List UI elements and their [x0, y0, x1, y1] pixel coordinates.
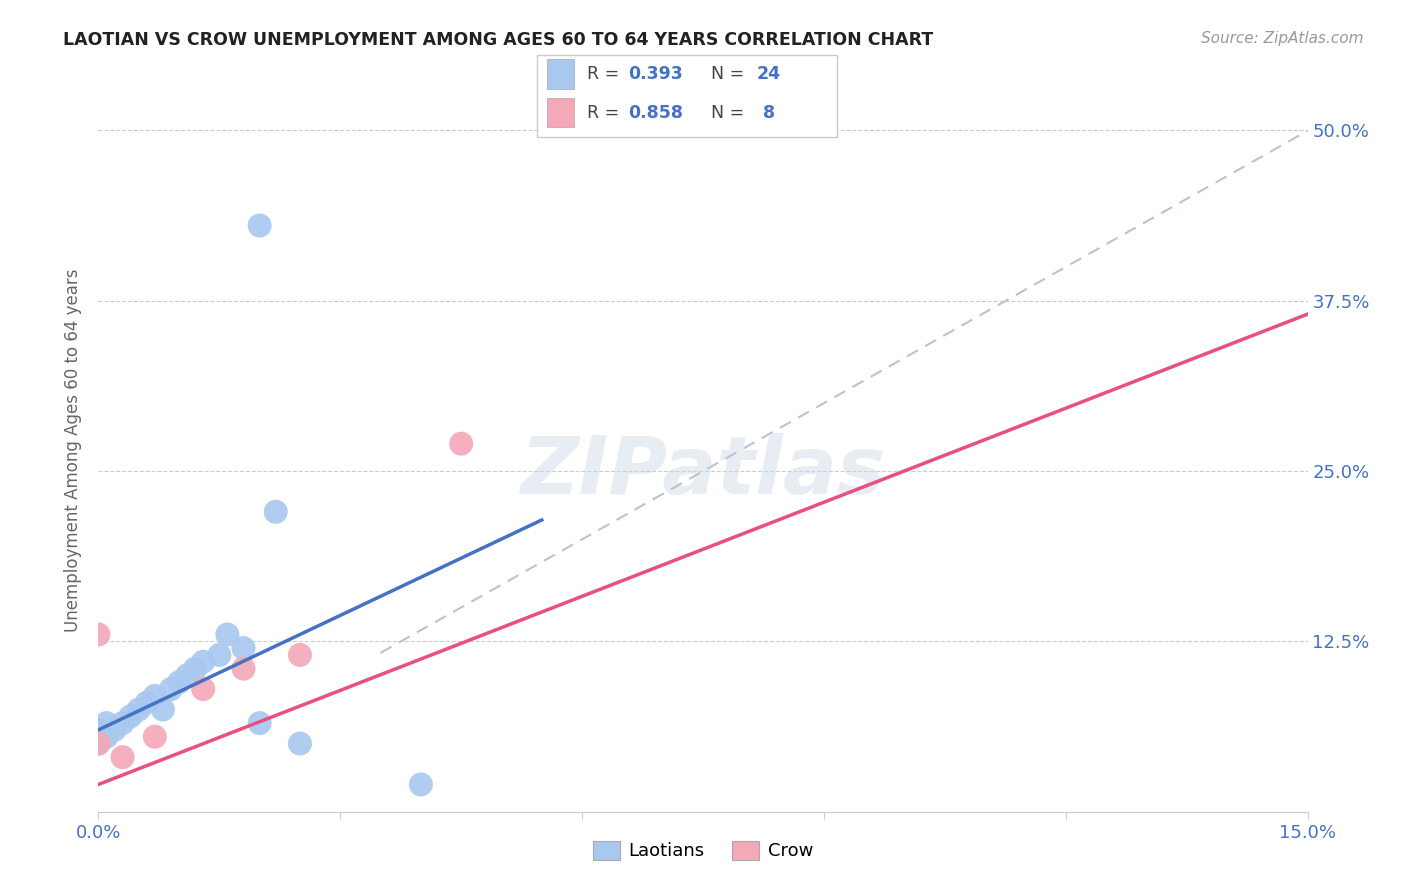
Point	[184, 662, 207, 676]
Point	[87, 723, 110, 737]
Point	[409, 777, 432, 791]
Text: 8: 8	[756, 103, 775, 122]
Point	[167, 675, 190, 690]
Point	[249, 219, 271, 233]
Text: 0.858: 0.858	[628, 103, 683, 122]
Text: N =: N =	[710, 103, 749, 122]
Text: 24: 24	[756, 65, 782, 83]
Point	[143, 689, 166, 703]
Point	[264, 505, 287, 519]
Point	[288, 648, 311, 662]
Point	[193, 655, 215, 669]
Point	[111, 716, 134, 731]
Point	[176, 668, 198, 682]
FancyBboxPatch shape	[537, 55, 838, 136]
Point	[217, 627, 239, 641]
Point	[87, 627, 110, 641]
FancyBboxPatch shape	[547, 97, 575, 128]
Point	[143, 730, 166, 744]
Text: R =: R =	[586, 65, 624, 83]
Point	[193, 681, 215, 696]
Point	[120, 709, 142, 723]
Text: 0.393: 0.393	[628, 65, 683, 83]
Text: R =: R =	[586, 103, 624, 122]
Point	[103, 723, 125, 737]
Point	[249, 716, 271, 731]
Point	[152, 702, 174, 716]
Point	[288, 737, 311, 751]
Point	[232, 662, 254, 676]
Text: ZIPatlas: ZIPatlas	[520, 434, 886, 511]
Point	[111, 750, 134, 764]
Point	[135, 696, 157, 710]
Text: LAOTIAN VS CROW UNEMPLOYMENT AMONG AGES 60 TO 64 YEARS CORRELATION CHART: LAOTIAN VS CROW UNEMPLOYMENT AMONG AGES …	[63, 31, 934, 49]
Point	[450, 436, 472, 450]
FancyBboxPatch shape	[547, 60, 575, 89]
Point	[160, 681, 183, 696]
Point	[96, 730, 118, 744]
Point	[87, 737, 110, 751]
Point	[208, 648, 231, 662]
Legend: Laotians, Crow: Laotians, Crow	[585, 834, 821, 868]
Text: N =: N =	[710, 65, 749, 83]
Point	[87, 737, 110, 751]
Point	[232, 641, 254, 656]
Point	[96, 716, 118, 731]
Text: Source: ZipAtlas.com: Source: ZipAtlas.com	[1201, 31, 1364, 46]
Point	[128, 702, 150, 716]
Y-axis label: Unemployment Among Ages 60 to 64 years: Unemployment Among Ages 60 to 64 years	[65, 268, 83, 632]
